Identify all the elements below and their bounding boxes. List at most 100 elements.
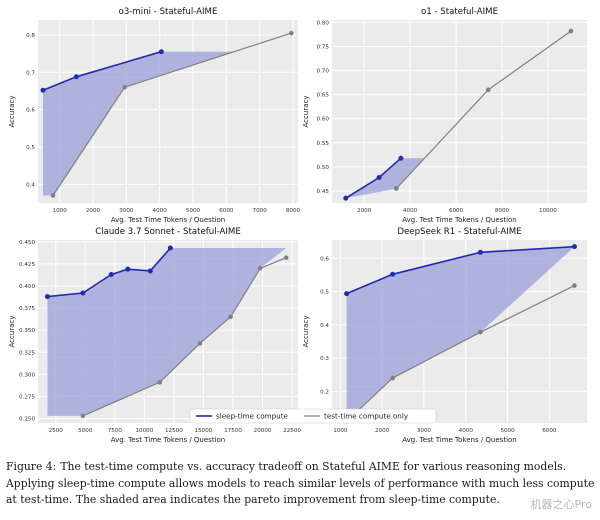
caption-text: The test-time compute vs. accuracy trade… xyxy=(6,460,595,506)
x-tick-label: 5000 xyxy=(78,428,93,434)
test-time-point xyxy=(50,193,56,198)
sleep-time-point xyxy=(167,245,173,251)
y-tick-label: 0.7 xyxy=(26,70,35,76)
chart-title: DeepSeek R1 - Stateful-AIME xyxy=(397,227,521,237)
figure-caption: Figure 4: The test-time compute vs. accur… xyxy=(6,459,596,509)
y-tick-label: 0.45 xyxy=(317,189,330,195)
pareto-fill xyxy=(43,51,234,196)
x-tick-label: 7000 xyxy=(253,208,268,214)
chart-panel-4: 1000 2000 3000 4000 5000 6000 0.2 0.3 0.4 0.5 0.6 D… xyxy=(302,227,587,444)
sleep-time-point xyxy=(571,244,577,250)
x-tick-label: 4000 xyxy=(403,208,418,214)
y-tick-label: 0.4 xyxy=(26,182,35,188)
chart-title: o1 - Stateful-AIME xyxy=(421,7,498,17)
sleep-time-point xyxy=(398,155,404,161)
x-tick-label: 3000 xyxy=(119,208,134,214)
x-tick-label: 4000 xyxy=(153,208,168,214)
pareto-fill xyxy=(346,246,575,422)
legend-sleep-label: sleep-time compute xyxy=(216,412,289,421)
x-tick-label: 6000 xyxy=(219,208,234,214)
test-time-point xyxy=(572,283,577,288)
caption-label: Figure 4: xyxy=(6,460,57,473)
test-time-point xyxy=(257,265,263,271)
y-tick-label: 0.70 xyxy=(317,69,330,75)
sleep-time-point xyxy=(158,49,164,55)
x-tick-label: 22500 xyxy=(283,428,301,434)
x-tick-label: 3000 xyxy=(417,428,432,434)
test-time-line xyxy=(346,285,575,422)
x-tick-label: 20000 xyxy=(254,428,272,434)
x-tick-label: 6000 xyxy=(542,428,557,434)
sleep-time-point xyxy=(376,174,382,180)
x-tick-label: 2000 xyxy=(375,428,390,434)
y-tick-label: 0.5 xyxy=(26,145,35,151)
x-tick-label: 5000 xyxy=(186,208,201,214)
sleep-time-point xyxy=(40,87,46,93)
test-time-point xyxy=(478,329,483,335)
chart-title: Claude 3.7 Sonnet - Stateful-AIME xyxy=(95,227,241,237)
test-time-point xyxy=(228,314,233,320)
y-axis-label: Accuracy xyxy=(302,96,310,128)
test-time-point xyxy=(485,87,491,93)
y-tick-label: 0.5 xyxy=(320,290,329,296)
sleep-time-point xyxy=(80,290,86,296)
y-tick-label: 0.375 xyxy=(19,306,35,312)
sleep-time-point xyxy=(44,294,50,300)
y-axis-label: Accuracy xyxy=(8,316,16,348)
figure: 1000 2000 3000 4000 5000 6000 7000 8000 0.4 0.5 0.… xyxy=(8,7,587,444)
sleep-time-point xyxy=(343,195,349,201)
x-tick-label: 10000 xyxy=(539,208,557,214)
test-time-point xyxy=(80,413,86,419)
y-tick-label: 0.250 xyxy=(19,417,35,423)
x-tick-label: 2500 xyxy=(49,428,64,434)
x-axis-label: Avg. Test Time Tokens / Question xyxy=(402,216,516,224)
y-tick-label: 0.55 xyxy=(317,141,330,147)
chart-panel-1: 1000 2000 3000 4000 5000 6000 7000 8000 0.4 0.5 0.… xyxy=(8,7,301,224)
y-axis-label: Accuracy xyxy=(302,316,310,348)
x-axis-label: Avg. Test Time Tokens / Question xyxy=(402,436,516,444)
x-axis-label: Avg. Test Time Tokens / Question xyxy=(111,436,225,444)
pareto-fill xyxy=(345,158,425,199)
test-time-point xyxy=(289,30,294,36)
sleep-time-point xyxy=(344,291,350,297)
y-tick-label: 0.425 xyxy=(19,262,35,268)
y-tick-label: 0.350 xyxy=(19,328,35,334)
x-tick-label: 15000 xyxy=(195,428,213,434)
sleep-time-line xyxy=(346,245,575,295)
chart-title: o3-mini - Stateful-AIME xyxy=(119,7,218,17)
chart-panel-3: 2500 5000 7500 10000 12500 15000 17500 20000 225… xyxy=(8,227,301,444)
x-tick-label: 1000 xyxy=(53,208,68,214)
x-tick-label: 10000 xyxy=(135,428,153,434)
y-tick-label: 0.3 xyxy=(320,356,329,362)
y-tick-label: 0.75 xyxy=(317,44,330,50)
sleep-time-point xyxy=(125,266,131,272)
watermark: 机器之心Pro xyxy=(530,498,592,511)
x-tick-label: 12500 xyxy=(165,428,183,434)
test-time-point xyxy=(568,28,574,34)
y-tick-label: 0.4 xyxy=(320,323,329,329)
test-time-point xyxy=(122,84,127,90)
test-time-point xyxy=(390,375,395,381)
sleep-time-point xyxy=(147,268,153,274)
x-tick-label: 2000 xyxy=(86,208,101,214)
y-tick-label: 0.65 xyxy=(317,93,330,99)
y-tick-label: 0.400 xyxy=(19,284,35,290)
y-tick-label: 0.450 xyxy=(19,240,35,246)
x-tick-label: 17500 xyxy=(224,428,242,434)
y-tick-label: 0.8 xyxy=(26,33,35,39)
x-tick-label: 2000 xyxy=(357,208,372,214)
sleep-time-point xyxy=(390,271,396,277)
x-tick-label: 5000 xyxy=(500,428,515,434)
y-tick-label: 0.300 xyxy=(19,372,35,378)
x-tick-label: 6000 xyxy=(449,208,464,214)
sleep-time-point xyxy=(73,74,79,80)
test-time-point xyxy=(283,255,289,260)
sleep-time-line xyxy=(47,247,172,298)
test-time-point xyxy=(394,186,399,191)
x-tick-label: 4000 xyxy=(459,428,474,434)
legend: sleep-time compute test-time compute only xyxy=(189,408,437,424)
x-tick-label: 7500 xyxy=(108,428,123,434)
sleep-time-point xyxy=(477,249,483,255)
chart-panel-2: 2000 4000 6000 8000 10000 0.45 0.50 0.55 0.60 0.6… xyxy=(302,7,587,224)
x-tick-label: 1000 xyxy=(333,428,348,434)
